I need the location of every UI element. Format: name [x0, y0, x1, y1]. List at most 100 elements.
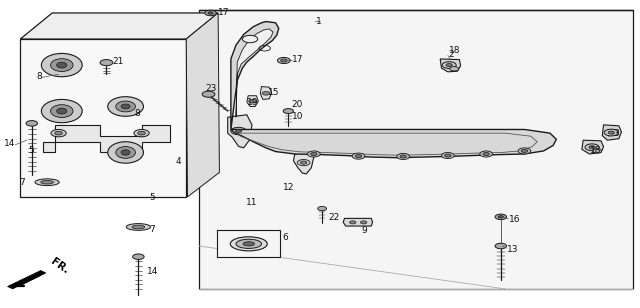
Circle shape — [236, 129, 242, 132]
Ellipse shape — [41, 180, 54, 184]
Circle shape — [360, 221, 367, 224]
Circle shape — [450, 67, 459, 71]
Circle shape — [202, 91, 215, 97]
Polygon shape — [231, 129, 556, 158]
Circle shape — [132, 254, 144, 259]
Circle shape — [442, 152, 454, 159]
Circle shape — [480, 151, 493, 157]
Circle shape — [499, 216, 504, 218]
Polygon shape — [20, 39, 186, 197]
Polygon shape — [602, 125, 621, 140]
Polygon shape — [293, 150, 314, 174]
Circle shape — [278, 57, 290, 63]
Circle shape — [307, 151, 320, 157]
Text: 16: 16 — [509, 214, 520, 224]
Circle shape — [134, 129, 149, 137]
Text: 8: 8 — [36, 72, 42, 81]
Polygon shape — [440, 59, 461, 72]
Ellipse shape — [126, 224, 150, 230]
Polygon shape — [260, 87, 272, 99]
Circle shape — [55, 131, 63, 135]
Ellipse shape — [236, 239, 262, 249]
Polygon shape — [582, 140, 604, 154]
Circle shape — [495, 214, 507, 220]
Polygon shape — [231, 22, 279, 129]
Polygon shape — [236, 29, 273, 117]
Circle shape — [310, 152, 317, 156]
Text: 18: 18 — [589, 146, 601, 155]
Polygon shape — [186, 13, 220, 197]
Text: 15: 15 — [268, 87, 280, 97]
Ellipse shape — [108, 142, 143, 163]
Ellipse shape — [121, 104, 130, 109]
Circle shape — [26, 120, 38, 126]
Circle shape — [208, 12, 213, 14]
Text: 14: 14 — [4, 140, 15, 148]
Ellipse shape — [57, 108, 67, 114]
Circle shape — [300, 161, 307, 164]
Text: 4: 4 — [175, 157, 181, 166]
Ellipse shape — [243, 242, 255, 246]
Text: 22: 22 — [328, 213, 339, 222]
Text: 12: 12 — [284, 183, 294, 192]
Circle shape — [297, 160, 310, 166]
Circle shape — [518, 148, 531, 154]
Text: 17: 17 — [291, 55, 303, 64]
Text: 14: 14 — [147, 267, 158, 276]
Ellipse shape — [116, 147, 136, 158]
Circle shape — [281, 59, 287, 62]
Circle shape — [352, 153, 365, 159]
Ellipse shape — [51, 59, 73, 71]
Circle shape — [51, 129, 67, 137]
Circle shape — [249, 99, 257, 103]
Circle shape — [589, 146, 595, 149]
Text: 6: 6 — [282, 233, 288, 242]
Text: 5: 5 — [149, 193, 155, 202]
Circle shape — [521, 149, 527, 152]
Circle shape — [262, 91, 270, 95]
Circle shape — [355, 155, 362, 158]
Text: 7: 7 — [20, 178, 26, 187]
Polygon shape — [228, 115, 252, 148]
Ellipse shape — [116, 101, 136, 112]
Circle shape — [349, 221, 356, 224]
Ellipse shape — [35, 179, 60, 186]
Text: 18: 18 — [449, 46, 461, 55]
Ellipse shape — [121, 150, 130, 155]
Text: 3: 3 — [614, 129, 620, 138]
Ellipse shape — [108, 97, 143, 116]
Text: 2: 2 — [448, 50, 454, 59]
Ellipse shape — [42, 99, 82, 123]
Text: 11: 11 — [246, 198, 257, 207]
Circle shape — [138, 131, 145, 135]
Circle shape — [231, 127, 246, 135]
Circle shape — [593, 149, 602, 153]
Circle shape — [442, 62, 456, 68]
Circle shape — [100, 59, 113, 66]
Text: 19: 19 — [247, 98, 259, 107]
Text: 21: 21 — [113, 57, 124, 66]
Circle shape — [284, 109, 293, 114]
Text: 7: 7 — [149, 225, 155, 234]
Circle shape — [445, 154, 451, 157]
Circle shape — [446, 63, 452, 67]
Text: 1: 1 — [316, 17, 322, 26]
Polygon shape — [43, 125, 170, 152]
Circle shape — [495, 243, 507, 249]
Text: 10: 10 — [291, 112, 303, 121]
Polygon shape — [247, 96, 259, 107]
Circle shape — [608, 131, 614, 134]
Polygon shape — [343, 218, 372, 226]
Circle shape — [317, 206, 326, 211]
Polygon shape — [8, 270, 46, 289]
FancyBboxPatch shape — [217, 230, 280, 257]
Ellipse shape — [51, 105, 73, 117]
Circle shape — [585, 144, 599, 151]
Text: 8: 8 — [134, 109, 140, 118]
Circle shape — [243, 35, 258, 43]
Text: 13: 13 — [507, 245, 518, 254]
Ellipse shape — [230, 237, 268, 251]
Ellipse shape — [57, 62, 67, 68]
Text: 9: 9 — [362, 225, 367, 234]
Text: 20: 20 — [291, 100, 303, 109]
